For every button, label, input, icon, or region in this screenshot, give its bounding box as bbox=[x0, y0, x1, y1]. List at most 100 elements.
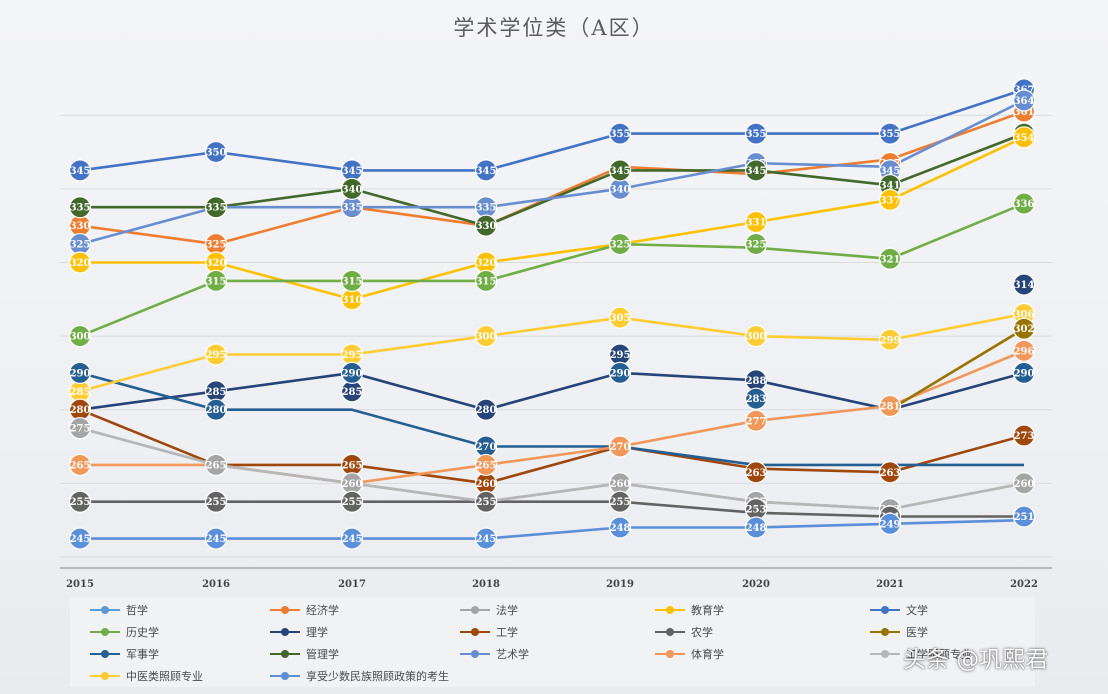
legend-label: 经济学 bbox=[306, 604, 339, 617]
data-point bbox=[744, 387, 768, 410]
data-point bbox=[608, 435, 632, 458]
data-point bbox=[204, 140, 228, 164]
data-point bbox=[340, 490, 364, 513]
data-label: 265 bbox=[70, 460, 91, 471]
data-label: 270 bbox=[476, 442, 497, 453]
data-label: 300 bbox=[476, 332, 497, 343]
data-label: 330 bbox=[70, 221, 91, 232]
data-label: 263 bbox=[880, 468, 901, 479]
data-label: 285 bbox=[342, 387, 363, 398]
data-point bbox=[878, 122, 902, 145]
legend-label: 享受少数民族照顾政策的考生 bbox=[306, 670, 449, 683]
data-label: 345 bbox=[880, 166, 901, 177]
data-label: 245 bbox=[476, 534, 497, 545]
legend-label: 工学 bbox=[496, 626, 518, 639]
data-point bbox=[878, 328, 902, 351]
data-label: 355 bbox=[746, 129, 767, 140]
x-tick-label: 2016 bbox=[202, 579, 230, 590]
data-point bbox=[340, 177, 364, 200]
data-point bbox=[1012, 339, 1036, 362]
data-point bbox=[1012, 472, 1036, 495]
legend-marker-icon bbox=[666, 606, 674, 614]
data-label: 290 bbox=[1014, 368, 1035, 379]
data-label: 255 bbox=[70, 497, 91, 508]
data-label: 325 bbox=[70, 240, 91, 251]
data-label: 340 bbox=[610, 184, 631, 195]
series-line bbox=[79, 426, 1025, 511]
series-line bbox=[79, 371, 1025, 412]
data-label: 295 bbox=[610, 350, 631, 361]
data-label: 251 bbox=[1014, 512, 1035, 523]
data-label: 265 bbox=[476, 460, 497, 471]
data-point bbox=[1012, 505, 1036, 528]
data-point bbox=[474, 214, 498, 237]
legend-label: 艺术学 bbox=[496, 648, 529, 661]
data-point bbox=[68, 490, 92, 513]
data-point bbox=[1012, 126, 1036, 149]
legend-label: 医学 bbox=[906, 626, 928, 639]
data-label: 260 bbox=[610, 479, 631, 490]
chart-legend: 哲学 经济学 法学 教育学 文学 历史学 理学 工学 农学 医学 军事学 管理学 艺术学 体育学 工学照顾专… bbox=[70, 597, 1035, 687]
legend-label: 工学照顾专业 bbox=[906, 648, 972, 661]
data-point bbox=[878, 512, 902, 535]
data-label: 299 bbox=[880, 335, 901, 346]
data-label: 345 bbox=[610, 166, 631, 177]
data-label: 260 bbox=[476, 479, 497, 490]
data-point bbox=[608, 122, 632, 145]
data-point bbox=[204, 343, 228, 366]
series-line bbox=[80, 518, 1025, 540]
data-label: 260 bbox=[1014, 479, 1035, 490]
data-point bbox=[878, 394, 902, 418]
x-tick-label: 2020 bbox=[742, 579, 770, 590]
data-label: 315 bbox=[476, 276, 497, 287]
data-label: 345 bbox=[342, 166, 363, 177]
data-label: 345 bbox=[746, 166, 767, 177]
data-label: 255 bbox=[476, 497, 497, 508]
data-point bbox=[340, 361, 364, 384]
data-label: 355 bbox=[610, 129, 631, 140]
data-point bbox=[744, 324, 768, 348]
legend-marker-icon bbox=[101, 606, 109, 614]
data-point bbox=[68, 251, 92, 274]
x-tick-label: 2018 bbox=[472, 579, 500, 590]
data-label: 320 bbox=[206, 258, 227, 269]
data-label: 265 bbox=[342, 460, 363, 471]
data-point bbox=[204, 527, 228, 550]
data-point bbox=[204, 398, 228, 421]
data-label: 285 bbox=[70, 387, 91, 398]
legend-marker-icon bbox=[881, 606, 889, 614]
data-label: 280 bbox=[70, 405, 91, 416]
legend-marker-icon bbox=[666, 650, 674, 658]
data-point bbox=[68, 417, 92, 440]
data-label: 302 bbox=[1014, 324, 1035, 335]
data-label: 315 bbox=[342, 276, 363, 287]
data-label: 325 bbox=[746, 240, 767, 251]
data-label: 296 bbox=[1014, 346, 1035, 357]
data-point bbox=[68, 196, 92, 219]
data-label: 273 bbox=[1014, 431, 1035, 442]
legend-marker-icon bbox=[281, 606, 289, 614]
data-point bbox=[204, 196, 228, 219]
data-label: 350 bbox=[206, 148, 227, 159]
data-label: 325 bbox=[206, 240, 227, 251]
legend-marker-icon bbox=[101, 650, 109, 658]
data-point bbox=[1012, 192, 1036, 215]
legend-marker-icon bbox=[101, 672, 109, 680]
data-point bbox=[474, 490, 498, 513]
series-line bbox=[79, 312, 1025, 393]
data-label: 345 bbox=[476, 166, 497, 177]
data-label: 354 bbox=[1014, 133, 1035, 144]
data-label: 335 bbox=[476, 203, 497, 214]
data-label: 249 bbox=[880, 519, 901, 530]
x-tick-label: 2017 bbox=[338, 579, 366, 590]
data-point bbox=[474, 398, 498, 421]
data-point bbox=[744, 409, 768, 432]
legend-label: 农学 bbox=[691, 626, 713, 639]
series-line bbox=[80, 136, 1025, 301]
data-label: 330 bbox=[476, 221, 497, 232]
data-label: 321 bbox=[880, 254, 901, 265]
data-point bbox=[744, 210, 768, 234]
data-label: 306 bbox=[1014, 310, 1035, 321]
data-label: 335 bbox=[342, 203, 363, 214]
data-label: 320 bbox=[70, 258, 91, 269]
